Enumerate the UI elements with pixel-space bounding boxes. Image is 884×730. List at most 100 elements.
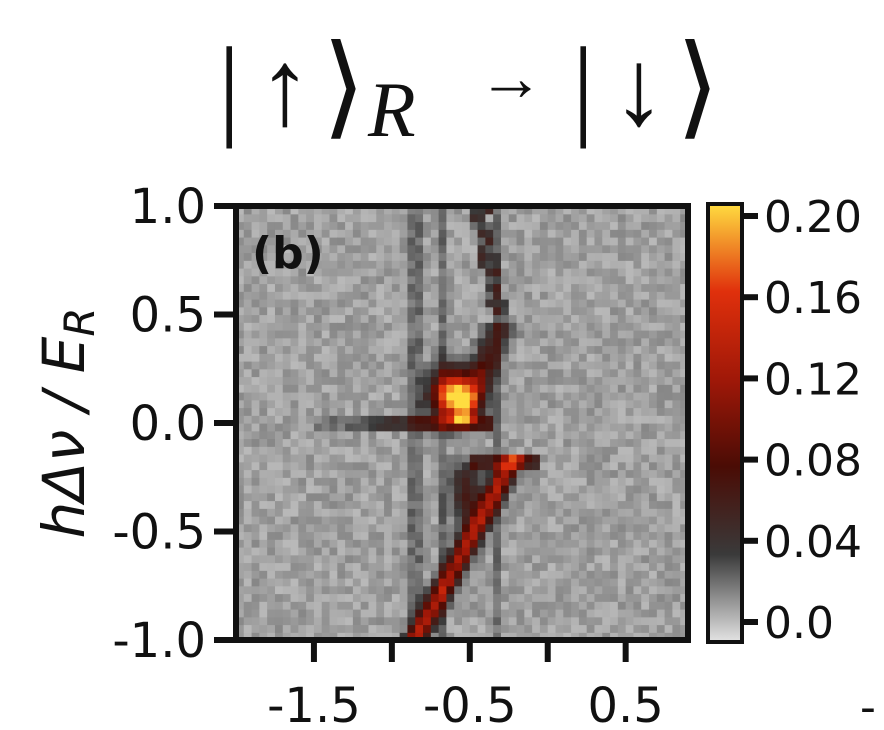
heatmap-cell xyxy=(555,492,564,502)
heatmap-cell xyxy=(547,616,557,626)
x-tick-label: -1.5 xyxy=(267,678,361,730)
heatmap-cell xyxy=(267,585,276,595)
heatmap-cell xyxy=(243,492,253,502)
heatmap-cell xyxy=(649,461,658,471)
heatmap-cell xyxy=(384,430,393,440)
heatmap-cell xyxy=(664,593,674,602)
heatmap-cell xyxy=(360,299,370,308)
heatmap-cell xyxy=(391,361,401,370)
heatmap-cell xyxy=(290,314,299,323)
heatmap-cell xyxy=(649,213,658,223)
heatmap-cell xyxy=(259,237,268,246)
heatmap-cell xyxy=(571,446,580,455)
heatmap-cell xyxy=(430,570,440,579)
heatmap-cell xyxy=(493,461,502,471)
heatmap-cell xyxy=(384,570,393,579)
heatmap-cell xyxy=(680,523,688,533)
heatmap-cell xyxy=(469,624,479,633)
heatmap-cell xyxy=(384,616,393,626)
heatmap-cell xyxy=(664,570,674,579)
heatmap-cell xyxy=(430,260,440,269)
heatmap-cell xyxy=(430,275,440,285)
heatmap-cell xyxy=(680,407,688,416)
heatmap-cell xyxy=(672,361,681,370)
heatmap-cell xyxy=(532,446,541,455)
heatmap-cell xyxy=(633,423,642,432)
heatmap-cell xyxy=(251,585,260,595)
heatmap-cell xyxy=(282,376,292,385)
heatmap-cell xyxy=(563,260,572,269)
heatmap-cell xyxy=(267,570,276,579)
heatmap-cell xyxy=(360,469,370,478)
heatmap-cell xyxy=(477,221,486,230)
heatmap-cell xyxy=(532,438,541,447)
heatmap-cell xyxy=(321,237,331,246)
heatmap-cell xyxy=(313,516,323,525)
heatmap-cell xyxy=(337,523,346,533)
heatmap-cell xyxy=(259,268,268,277)
heatmap-cell xyxy=(672,593,681,602)
heatmap-cell xyxy=(672,291,681,300)
heatmap-cell xyxy=(415,485,424,494)
heatmap-cell xyxy=(493,601,502,610)
heatmap-cell xyxy=(243,337,253,347)
heatmap-cell xyxy=(462,268,471,277)
heatmap-cell xyxy=(469,531,479,540)
heatmap-cell xyxy=(337,562,346,571)
heatmap-cell xyxy=(656,260,666,269)
heatmap-cell xyxy=(563,299,572,308)
heatmap-cell xyxy=(625,632,635,640)
heatmap-cell xyxy=(649,353,658,362)
heatmap-cell xyxy=(586,547,596,556)
heatmap-cell xyxy=(399,206,409,215)
heatmap-cell xyxy=(672,337,681,347)
heatmap-cell xyxy=(267,624,276,633)
heatmap-cell xyxy=(430,430,440,440)
heatmap-cell xyxy=(329,206,338,215)
heatmap-cell xyxy=(656,500,666,509)
heatmap-cell xyxy=(555,430,564,440)
heatmap-cell xyxy=(274,221,284,230)
heatmap-cell xyxy=(267,330,276,339)
heatmap-cell xyxy=(641,454,650,463)
heatmap-cell xyxy=(438,322,448,331)
heatmap-cell xyxy=(563,423,572,432)
heatmap-cell xyxy=(664,477,674,486)
heatmap-cell xyxy=(586,213,596,223)
heatmap-cell xyxy=(391,252,401,261)
heatmap-cell xyxy=(391,454,401,463)
heatmap-cell xyxy=(360,306,370,316)
heatmap-cell xyxy=(656,531,666,540)
heatmap-cell xyxy=(415,252,424,261)
heatmap-cell xyxy=(672,578,681,587)
heatmap-cell xyxy=(415,415,424,424)
heatmap-cell xyxy=(329,330,338,339)
heatmap-cell xyxy=(376,562,385,571)
heatmap-cell xyxy=(477,469,486,478)
heatmap-cell xyxy=(602,438,611,447)
heatmap-cell xyxy=(329,407,338,416)
heatmap-cell xyxy=(532,516,541,525)
heatmap-cell xyxy=(672,539,681,548)
heatmap-cell xyxy=(547,322,557,331)
heatmap-cell xyxy=(477,430,486,440)
heatmap-cell xyxy=(430,454,440,463)
heatmap-cell xyxy=(415,206,424,215)
heatmap-cell xyxy=(430,477,440,486)
heatmap-cell xyxy=(578,268,588,277)
heatmap-cell xyxy=(469,392,479,401)
heatmap-cell xyxy=(454,593,463,602)
heatmap-cell xyxy=(376,601,385,610)
heatmap-cell xyxy=(259,345,268,354)
heatmap-cell xyxy=(274,578,284,587)
heatmap-cell xyxy=(680,547,688,556)
heatmap-cell xyxy=(259,415,268,424)
heatmap-cell xyxy=(641,609,650,618)
heatmap-cell xyxy=(368,345,377,354)
heatmap-cell xyxy=(438,438,448,447)
heatmap-cell xyxy=(563,415,572,424)
heatmap-cell xyxy=(236,306,245,316)
heatmap-cell xyxy=(360,275,370,285)
heatmap-cell xyxy=(539,531,549,540)
heatmap-cell xyxy=(578,593,588,602)
